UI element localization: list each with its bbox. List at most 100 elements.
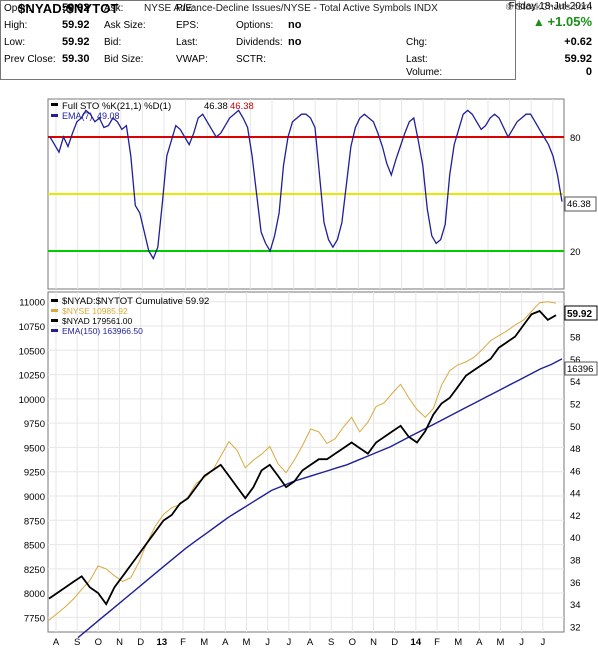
left-tick-label: 10000 bbox=[19, 395, 45, 406]
left-tick-label: 9750 bbox=[24, 419, 45, 430]
left-tick-label: 9250 bbox=[24, 468, 45, 479]
y-tick-label: 20 bbox=[570, 247, 581, 258]
quote-change-value: +0.62 bbox=[564, 36, 592, 48]
stochastic-legend: Full STO %K(21,1) %D(1) 46.38 46.38 EMA(… bbox=[51, 101, 254, 121]
quote-dividends-value: no bbox=[288, 36, 302, 48]
x-tick-label: A bbox=[476, 637, 483, 648]
legend-entry: $NYAD:$NYTOT Cumulative 59.92 bbox=[62, 296, 209, 307]
x-tick-label: N bbox=[370, 637, 377, 648]
nyad-line bbox=[48, 309, 557, 606]
x-tick-label: O bbox=[95, 637, 102, 648]
quote-date: Friday 18-Jul-2014 bbox=[508, 1, 592, 12]
x-tick-label: M bbox=[454, 637, 462, 648]
quote-label: Chg: bbox=[406, 37, 428, 48]
x-tick-label: S bbox=[328, 637, 334, 648]
left-tick-label: 11000 bbox=[19, 298, 45, 309]
left-tick-label: 8000 bbox=[24, 589, 45, 600]
legend-swatch bbox=[51, 309, 58, 312]
x-tick-label: M bbox=[200, 637, 208, 648]
x-tick-label: F bbox=[434, 637, 440, 648]
quote-label: Dividends: bbox=[236, 37, 283, 48]
quote-label: Bid: bbox=[104, 37, 122, 48]
brand-link[interactable]: © StockCharts.com bbox=[505, 2, 592, 13]
x-tick-label: M bbox=[243, 637, 251, 648]
legend-swatch bbox=[51, 299, 58, 302]
right-tick-label: 40 bbox=[570, 533, 581, 544]
x-tick-label: A bbox=[307, 637, 314, 648]
right-tick-label: 34 bbox=[570, 600, 581, 611]
left-tick-label: 8500 bbox=[24, 541, 45, 552]
quote-label: SCTR: bbox=[236, 54, 266, 65]
change-percent-value: +1.05% bbox=[547, 14, 592, 29]
quote-label: VWAP: bbox=[176, 54, 208, 65]
quote-label: High: bbox=[4, 20, 28, 31]
left-tick-label: 8250 bbox=[24, 565, 45, 576]
x-tick-label: J bbox=[519, 637, 524, 648]
right-tick-label: 44 bbox=[570, 489, 581, 500]
x-tick-label: J bbox=[286, 637, 291, 648]
ema-last-value: 16396 bbox=[567, 364, 593, 375]
right-tick-label: 38 bbox=[570, 556, 581, 567]
quote-label: Prev Close: bbox=[4, 54, 56, 65]
quote-open-value: 59.92 bbox=[62, 2, 90, 14]
legend-entry: EMA(150) 163966.50 bbox=[62, 326, 143, 336]
right-tick-label: 52 bbox=[570, 399, 581, 410]
right-tick-label: 54 bbox=[570, 377, 581, 388]
quote-prev-close-value: 59.30 bbox=[62, 53, 90, 65]
price-legend: $NYAD:$NYTOT Cumulative 59.92$NYSE 10985… bbox=[51, 296, 209, 336]
right-tick-label: 48 bbox=[570, 444, 581, 455]
quote-label: Last: bbox=[176, 37, 198, 48]
quote-label: EPS: bbox=[176, 20, 199, 31]
left-tick-label: 10750 bbox=[19, 322, 45, 333]
quote-label: Open: bbox=[4, 3, 32, 14]
right-tick-label: 58 bbox=[570, 333, 581, 344]
x-tick-label: N bbox=[116, 637, 123, 648]
quote-label: Ask Size: bbox=[104, 20, 146, 31]
chart-description: NYSE Advance-Decline Issues/NYSE - Total… bbox=[144, 3, 438, 14]
x-tick-label: M bbox=[497, 637, 505, 648]
x-tick-label: 14 bbox=[411, 637, 422, 648]
stochastic-line bbox=[49, 109, 563, 261]
x-tick-label: D bbox=[391, 637, 398, 648]
x-tick-label: F bbox=[180, 637, 186, 648]
legend-entry: $NYSE 10985.92 bbox=[62, 306, 128, 316]
quote-label: Ask: bbox=[104, 3, 124, 14]
legend-ema-text: EMA(7) bbox=[62, 111, 93, 121]
quote-low-value: 59.92 bbox=[62, 36, 90, 48]
left-tick-label: 8750 bbox=[24, 516, 45, 527]
legend-swatch bbox=[51, 319, 58, 322]
left-tick-label: 9000 bbox=[24, 492, 45, 503]
sto-last-value-tag: 46.38 bbox=[564, 196, 597, 212]
x-tick-label: A bbox=[222, 637, 229, 648]
legend-sto-d: 46.38 bbox=[230, 101, 254, 112]
legend-sto-k: 46.38 bbox=[204, 101, 228, 112]
sto-last-value: 46.38 bbox=[567, 199, 591, 210]
left-tick-label: 7750 bbox=[24, 613, 45, 624]
ratio-last-value-tag: 59.92 bbox=[564, 305, 598, 321]
quote-label: Volume: bbox=[406, 67, 443, 78]
price-frame bbox=[47, 291, 565, 633]
triangle-up-icon: ▲ bbox=[532, 15, 545, 29]
right-tick-label: 36 bbox=[570, 578, 581, 589]
right-tick-label: 46 bbox=[570, 466, 581, 477]
quote-panel: Open: 59.92 High: 59.92 Low: 59.92 Prev … bbox=[0, 0, 592, 80]
change-percent: ▲ +1.05% bbox=[533, 14, 592, 29]
quote-label: Bid Size: bbox=[104, 54, 144, 65]
x-tick-label: J bbox=[265, 637, 270, 648]
right-tick-label: 50 bbox=[570, 422, 581, 433]
right-tick-label: 32 bbox=[570, 622, 581, 633]
right-tick-label: 56 bbox=[570, 355, 581, 366]
quote-label: Last: bbox=[406, 54, 428, 65]
y-tick-label: 80 bbox=[570, 133, 581, 144]
x-tick-label: 13 bbox=[157, 637, 168, 648]
legend-swatch bbox=[51, 103, 58, 106]
right-tick-label: 42 bbox=[570, 511, 581, 522]
quote-label: P/E: bbox=[176, 3, 195, 14]
ratio-last-value: 59.92 bbox=[567, 309, 592, 320]
quote-volume-value: 0 bbox=[585, 66, 592, 78]
legend-swatch bbox=[51, 329, 58, 332]
x-tick-label: J bbox=[540, 637, 545, 648]
legend-ema-value: 49.08 bbox=[97, 111, 120, 121]
